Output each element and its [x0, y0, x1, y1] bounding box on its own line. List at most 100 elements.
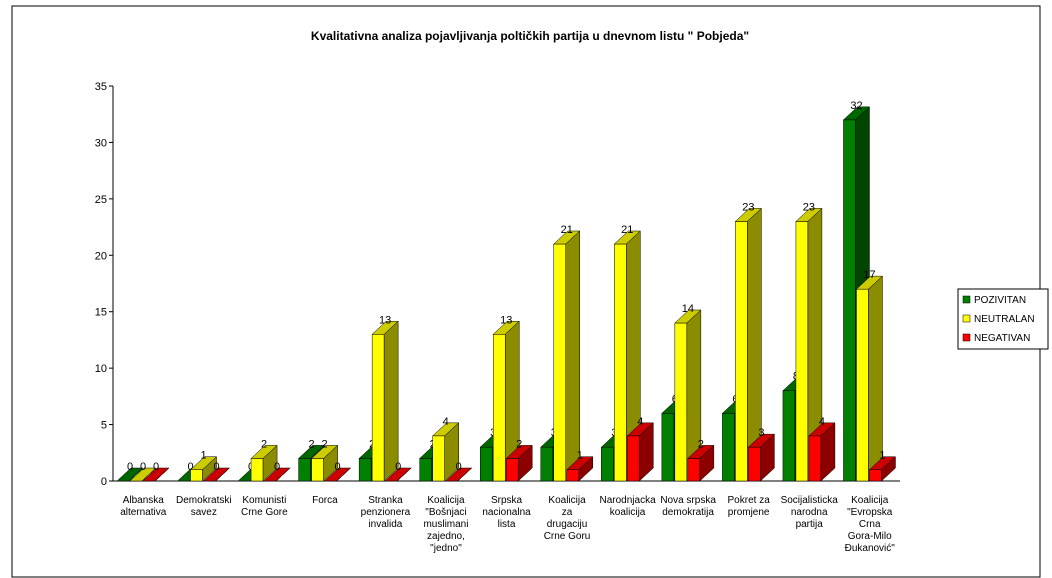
- value-label: 32: [850, 100, 862, 112]
- bar-side: [323, 444, 338, 482]
- x-tick-label: Demokratski savez: [176, 495, 232, 518]
- bar-front: [843, 119, 856, 482]
- bar-front: [479, 446, 493, 482]
- value-label: 0: [127, 461, 133, 473]
- value-label: 1: [577, 450, 583, 462]
- value-label: 23: [742, 201, 754, 213]
- value-label: 13: [500, 314, 512, 326]
- x-tick-label: Komunisti Crne Gore: [241, 495, 288, 518]
- bar: [687, 444, 715, 482]
- bar-front: [371, 334, 385, 482]
- bar: [142, 467, 170, 482]
- bar: [129, 467, 157, 482]
- value-label: 2: [698, 438, 704, 450]
- y-tick-label: 5: [101, 420, 107, 432]
- value-label: 4: [819, 416, 825, 428]
- bar-side: [275, 467, 291, 482]
- bar: [868, 456, 897, 482]
- value-label: 0: [395, 461, 401, 473]
- bar-front: [808, 435, 822, 482]
- legend-label: POZIVITAN: [974, 295, 1026, 306]
- y-tick-label: 35: [95, 81, 107, 93]
- bar: [371, 320, 399, 482]
- bar-side: [215, 467, 230, 482]
- bar-front: [358, 458, 372, 482]
- bar-front: [722, 413, 735, 482]
- bar: [202, 467, 231, 482]
- bar: [566, 456, 594, 482]
- bar: [492, 320, 520, 482]
- value-label: 14: [682, 303, 694, 315]
- value-label: 23: [803, 201, 815, 213]
- value-label: 0: [153, 461, 159, 473]
- value-label: 17: [863, 269, 875, 281]
- value-label: 4: [637, 416, 643, 428]
- bar-side: [202, 456, 217, 482]
- legend-label: NEGATIVAN: [974, 333, 1030, 344]
- y-tick-label: 25: [95, 194, 107, 206]
- bar-front: [540, 446, 554, 482]
- x-tick-label: Narodnjacka koalicija: [599, 495, 656, 518]
- bar: [626, 422, 654, 482]
- value-label: 0: [456, 461, 462, 473]
- bar-front: [190, 469, 203, 482]
- bar: [263, 467, 291, 482]
- value-label: 0: [187, 461, 193, 473]
- bar-front: [627, 435, 640, 482]
- value-label: 0: [213, 461, 219, 473]
- chart-title: Kvalitativna analiza pojavljivanja polti…: [311, 29, 749, 43]
- value-label: 21: [561, 224, 573, 236]
- value-label: 0: [274, 461, 280, 473]
- chart-frame: [11, 5, 1041, 578]
- bar-side: [396, 467, 412, 482]
- bar-front: [735, 221, 748, 482]
- bar-front: [601, 446, 614, 482]
- value-label: 2: [309, 438, 315, 450]
- legend: [957, 288, 1049, 350]
- bar: [553, 230, 581, 482]
- bar-front: [795, 221, 809, 482]
- bar-side: [639, 422, 654, 482]
- bar: [613, 230, 641, 482]
- value-label: 13: [379, 314, 391, 326]
- bar-front: [856, 288, 869, 482]
- x-tick-label: Koalicija za drugaciju Crne Goru: [544, 495, 591, 542]
- x-tick-label: Albanska alternativa: [120, 495, 167, 518]
- bar-front: [661, 413, 675, 482]
- x-tick-label: Stranka penzionera invalida: [361, 495, 411, 530]
- bar-front: [748, 446, 761, 482]
- bar: [189, 456, 218, 482]
- bar-side: [128, 467, 144, 482]
- bar-side: [760, 433, 775, 482]
- y-tick-label: 10: [95, 363, 107, 375]
- value-label: 0: [140, 461, 146, 473]
- bar: [310, 444, 339, 482]
- bar-side: [262, 444, 278, 482]
- y-tick-label: 0: [101, 476, 107, 488]
- bar-side: [383, 320, 399, 482]
- bar-side: [820, 422, 836, 482]
- bar: [795, 207, 823, 482]
- value-label: 4: [443, 416, 449, 428]
- bar-front: [492, 334, 506, 482]
- x-tick-label: Koalicija "Bošnjaci muslimani zajedno, "jedn…: [423, 495, 468, 554]
- bar-side: [578, 456, 594, 482]
- value-label: 21: [621, 224, 633, 236]
- bar-side: [565, 230, 581, 482]
- bar-side: [457, 467, 472, 482]
- bar: [747, 433, 776, 482]
- y-tick-label: 15: [95, 307, 107, 319]
- bar-side: [154, 467, 170, 482]
- bar-front: [687, 458, 701, 482]
- bar-side: [699, 444, 715, 482]
- value-label: 1: [200, 450, 206, 462]
- bar: [116, 467, 144, 482]
- value-label: 1: [879, 450, 885, 462]
- bar-front: [250, 458, 264, 482]
- legend-swatch: [962, 314, 971, 323]
- bar: [505, 444, 533, 482]
- value-label: 2: [516, 438, 522, 450]
- bar: [445, 467, 473, 482]
- bar-front: [432, 435, 445, 482]
